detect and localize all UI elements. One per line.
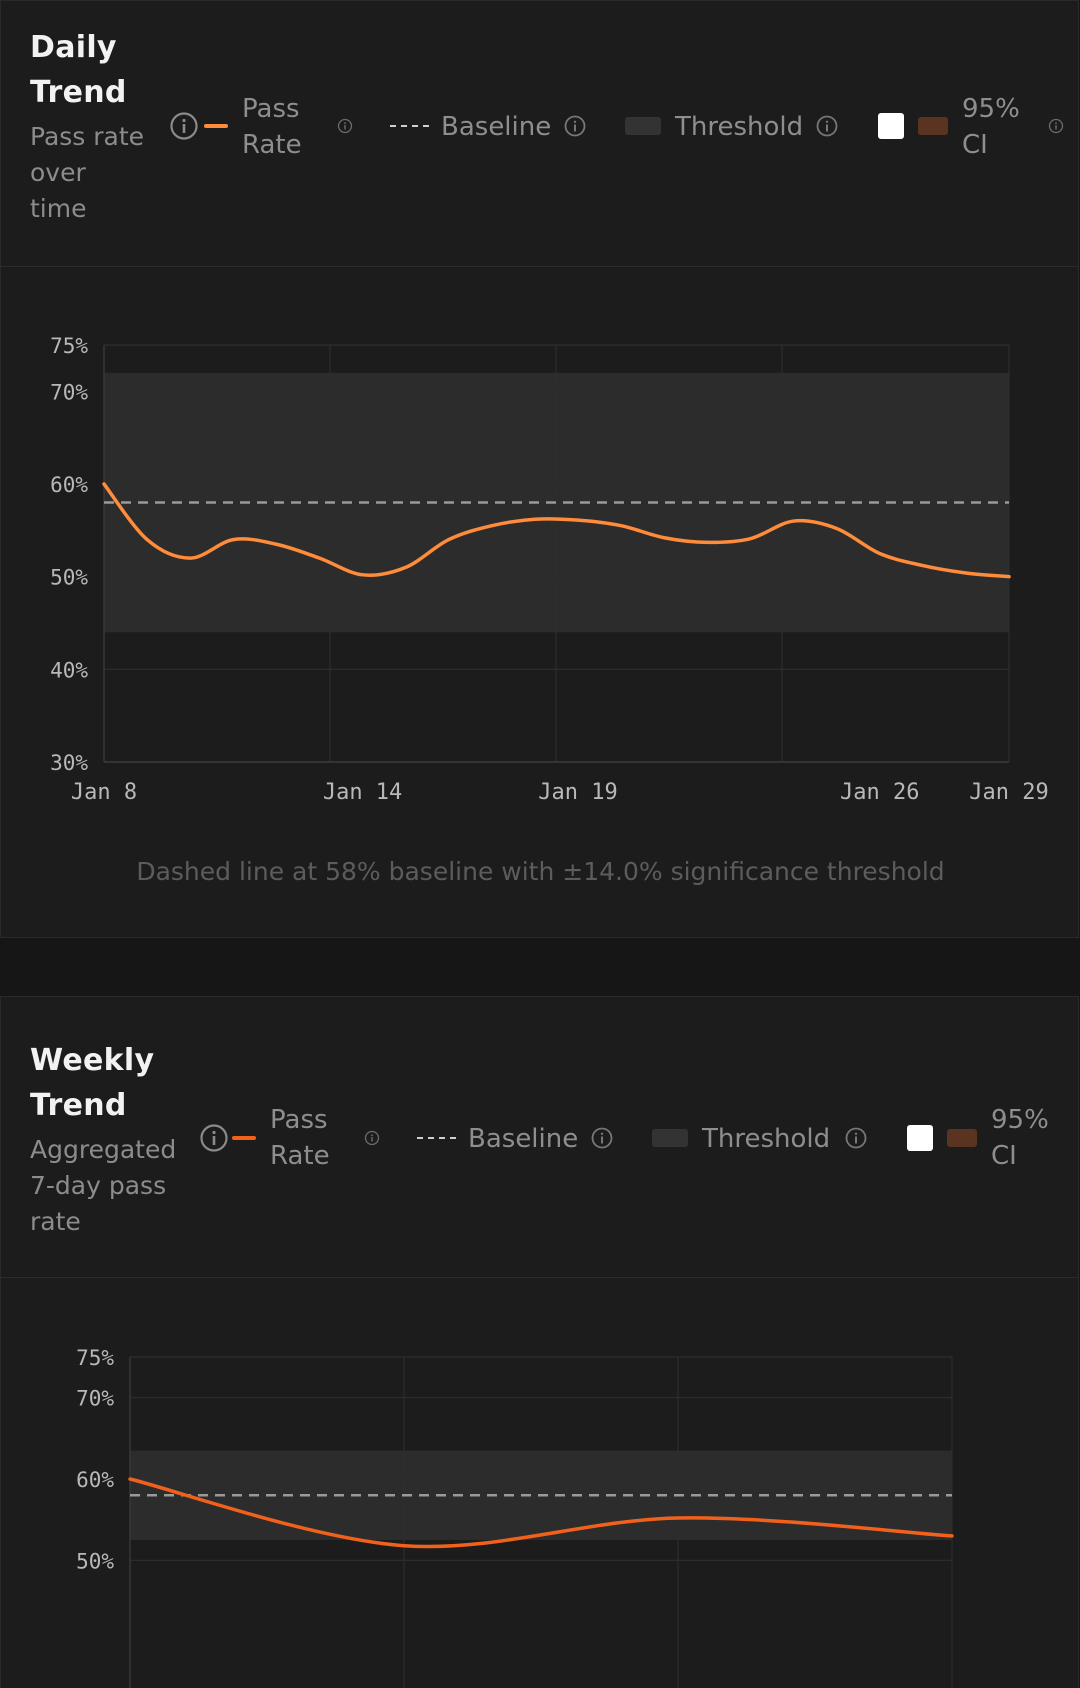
legend-ci-label[interactable]: 95% CI [991,1105,1049,1171]
legend-threshold-label[interactable]: Threshold [675,112,804,142]
info-icon[interactable] [590,1126,614,1150]
weekly-trend-chart: 50% 60% 70% 75% [76,1346,954,1688]
y-tick-label: 75% [50,334,88,358]
chart-legend: Pass Rate Baseline Threshold [1,1,1078,266]
pass-rate-line [128,1477,954,1549]
y-tick-label: 60% [50,473,88,497]
info-icon[interactable] [337,118,353,134]
x-tick-label: Jan 14 [323,780,402,805]
x-tick-label: Jan 29 [969,780,1048,805]
daily-trend-chart: 30% 40% 50% 60% 70% 75% Jan 8 Jan 14 Jan 19 Jan 2… [50,334,1049,805]
info-icon[interactable] [815,114,839,138]
daily-trend-card: Daily Trend Pass rate over time Pass Rat… [0,0,1079,938]
y-tick-label: 50% [50,566,88,590]
y-tick-label: 50% [76,1549,114,1573]
legend-baseline-label[interactable]: Baseline [468,1124,579,1154]
y-tick-label: 70% [76,1387,114,1411]
legend-threshold-label[interactable]: Threshold [702,1124,831,1154]
baseline-swatch [417,1137,457,1139]
pass-rate-swatch [204,124,228,128]
weekly-trend-card: Weekly Trend Aggregated 7-day pass rate … [0,996,1079,1688]
y-tick-label: 70% [50,380,88,404]
y-tick-label: 75% [76,1346,114,1370]
y-tick-label: 60% [76,1468,114,1492]
legend-ci-label[interactable]: 95% CI [962,94,1020,160]
threshold-swatch [652,1129,688,1147]
baseline-swatch [390,125,430,127]
info-icon[interactable] [844,1126,868,1150]
pass-rate-line [102,482,1011,579]
card-title: Daily Trend [30,30,127,110]
info-icon[interactable] [199,1123,229,1153]
daily-trend-header: Daily Trend Pass rate over time Pass Rat… [1,1,1078,267]
card-subtitle: Pass rate over time [30,122,145,223]
chart-footnote: Dashed line at 58% baseline with ±14.0% … [136,857,945,886]
threshold-swatch [625,117,661,135]
ci-dark-swatch [918,117,948,135]
legend-baseline-label[interactable]: Baseline [441,112,552,142]
y-tick-label: 30% [50,751,88,775]
info-icon[interactable] [364,1130,380,1146]
ci-light-swatch [907,1125,933,1151]
y-tick-label: 40% [50,658,88,682]
pass-rate-swatch [232,1136,256,1140]
info-icon[interactable] [169,111,199,141]
legend-pass-rate-label[interactable]: Pass Rate [242,94,302,160]
x-tick-label: Jan 26 [840,780,919,805]
info-icon[interactable] [563,114,587,138]
weekly-trend-header: Weekly Trend Aggregated 7-day pass rate … [1,997,1078,1278]
x-tick-label: Jan 19 [538,780,617,805]
chart-legend: Pass Rate Baseline Threshold [1,997,1078,1277]
legend-pass-rate-label[interactable]: Pass Rate [270,1105,330,1171]
ci-light-swatch [878,113,904,139]
info-icon[interactable] [1048,118,1064,134]
x-tick-label: Jan 8 [71,780,137,805]
card-subtitle: Aggregated 7-day pass rate [30,1135,177,1236]
ci-dark-swatch [947,1129,977,1147]
card-title: Weekly Trend [30,1043,155,1123]
